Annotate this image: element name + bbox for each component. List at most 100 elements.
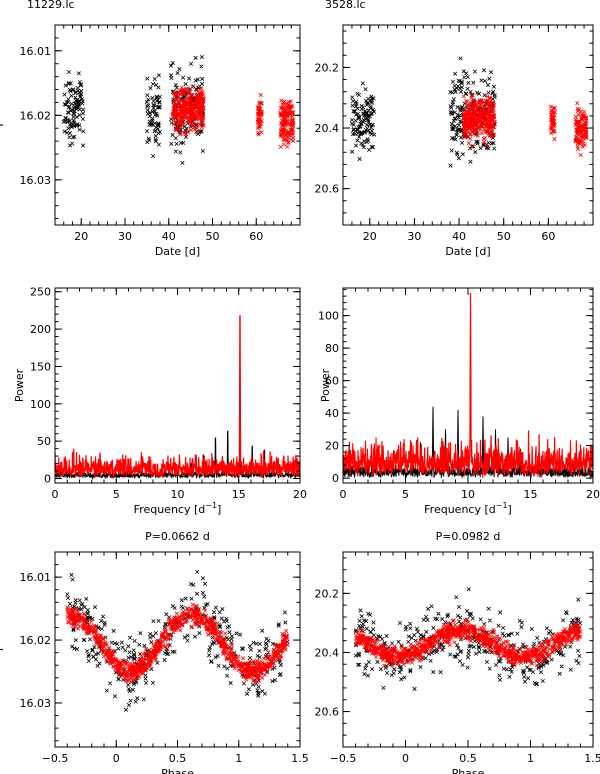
data-point [276,644,282,649]
data-point [556,642,561,647]
data-point [481,68,487,73]
data-point [486,90,491,95]
data-point [66,105,71,110]
data-point [545,640,551,645]
data-point [465,623,470,628]
data-point [365,635,370,640]
data-point [200,590,206,595]
data-point [80,116,85,122]
data-point [496,653,502,659]
data-point [145,111,150,116]
data-point [451,97,456,102]
data-point [490,91,495,96]
data-point [478,617,483,622]
data-point [479,102,484,107]
x-tick-label: 50 [206,230,220,243]
data-point [552,112,557,117]
data-point [221,619,227,624]
data-point [116,658,121,664]
data-point [101,641,106,646]
data-point [455,105,460,110]
data-point [183,108,188,113]
data-point [263,647,268,652]
data-point [507,674,512,679]
y-tick-label: 20 [325,440,339,453]
data-point [350,149,355,154]
data-point [94,632,99,638]
data-point [178,115,183,120]
data-point [364,140,370,145]
data-point [172,93,177,99]
data-point [456,78,461,83]
data-point [70,607,75,613]
data-point [471,80,476,85]
data-point [527,667,532,673]
data-point [148,631,153,637]
data-point [370,667,375,672]
data-point [461,116,467,121]
data-point [133,678,138,684]
data-point [359,131,364,136]
data-point [578,138,583,143]
data-point [397,659,402,664]
data-point [156,618,161,624]
data-point [429,651,434,656]
data-point [127,650,132,655]
data-point [257,648,262,654]
data-point [438,670,443,675]
data-point [257,641,262,647]
data-point [71,612,76,617]
data-point [284,634,289,639]
data-point [557,635,563,640]
data-point [175,104,181,109]
data-point [479,78,484,83]
data-point [553,632,558,637]
data-point [365,111,370,116]
data-point [255,688,260,693]
data-point [75,617,80,622]
data-point [277,659,283,664]
data-point [408,621,413,626]
data-point [563,636,568,641]
y-axis-label: I [0,123,6,126]
data-point [218,640,223,645]
data-point [120,658,125,663]
data-point [212,616,217,621]
data-point [424,614,429,619]
data-point [427,644,432,650]
data-point [197,612,202,617]
data-point [580,144,585,149]
data-point [359,614,364,619]
data-point [193,55,198,60]
data-point [283,638,288,643]
data-point [502,633,507,638]
panel-pg-3528: 0 5 10 15 20 0 20 40 60 80 100 Frequency [d−1] Power [318,287,600,516]
data-point [163,635,168,640]
x-tick-label: 60 [541,230,555,243]
data-point [123,707,129,712]
data-point [454,86,459,91]
x-axis-label: Phase [161,767,194,774]
data-point [117,664,123,669]
data-point [582,109,587,114]
data-point [185,115,190,120]
data-point [219,644,224,649]
data-point [253,660,258,665]
data-point [424,629,429,634]
data-point [552,105,557,111]
data-point [429,643,434,649]
data-point [376,636,381,642]
data-point [147,661,152,666]
data-point [383,647,388,652]
data-point [251,640,256,645]
data-point [412,632,417,638]
data-point [556,651,561,656]
data-point [193,621,198,627]
data-point [226,652,231,657]
data-point [362,130,367,135]
data-point [576,107,582,112]
data-point [434,639,439,645]
data-point [63,116,68,121]
data-point [351,128,356,133]
data-point [209,659,214,664]
